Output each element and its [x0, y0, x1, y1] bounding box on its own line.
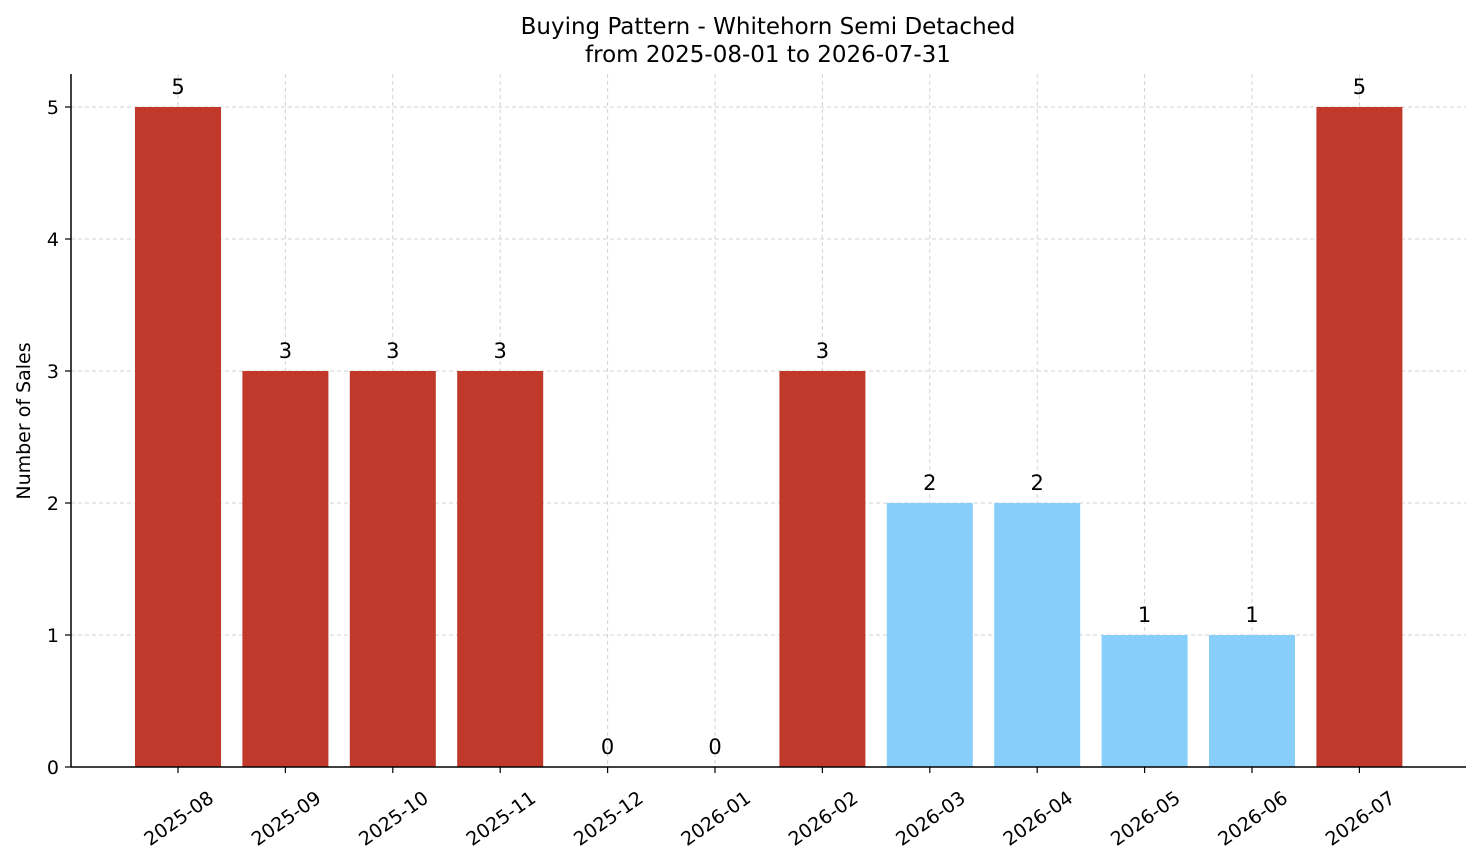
data-label-2025-11: 3 [494, 339, 507, 363]
data-labels: 5 3 3 3 0 0 3 2 2 1 1 5 [171, 75, 1366, 759]
data-label-2026-05: 1 [1138, 603, 1151, 627]
y-axis-label: Number of Sales [13, 342, 35, 499]
bar-2026-04 [994, 503, 1081, 767]
data-label-2025-09: 3 [279, 339, 292, 363]
chart-title: Buying Pattern - Whitehorn Semi Detached [521, 14, 1016, 40]
x-tick-label-2025-10: 2025-10 [355, 787, 433, 851]
x-tick-label-2026-02: 2026-02 [785, 787, 863, 851]
data-label-2026-02: 3 [816, 339, 829, 363]
x-tick-label-2026-05: 2026-05 [1107, 787, 1185, 851]
data-label-2026-01: 0 [708, 735, 721, 759]
y-tick-label: 2 [47, 493, 59, 515]
data-label-2025-10: 3 [386, 339, 399, 363]
bar-2025-08 [135, 107, 221, 767]
bar-2026-02 [779, 371, 866, 767]
data-label-2026-04: 2 [1031, 471, 1044, 495]
x-tick-label-2026-03: 2026-03 [892, 787, 970, 851]
y-tick-label: 5 [47, 97, 59, 119]
data-label-2026-06: 1 [1245, 603, 1258, 627]
x-tick-label-2025-08: 2025-08 [140, 787, 218, 851]
chart-subtitle: from 2025-08-01 to 2026-07-31 [585, 42, 951, 68]
y-tick-label: 0 [47, 757, 59, 779]
x-tick-label-2025-11: 2025-11 [462, 787, 540, 851]
x-tick-label-2026-06: 2026-06 [1214, 787, 1292, 851]
data-label-2025-12: 0 [601, 735, 614, 759]
x-tick-label-2026-01: 2026-01 [677, 787, 755, 851]
bar-2025-10 [349, 371, 436, 767]
y-tick-label: 1 [47, 625, 59, 647]
x-tick-label-2026-07: 2026-07 [1322, 787, 1400, 851]
data-label-2025-08: 5 [171, 75, 184, 99]
y-tick-label: 3 [47, 361, 59, 383]
data-label-2026-07: 5 [1353, 75, 1366, 99]
bar-2026-06 [1209, 635, 1295, 767]
x-tick-label-2025-09: 2025-09 [248, 787, 326, 851]
bar-2026-05 [1101, 635, 1188, 767]
bar-2026-03 [886, 503, 973, 767]
data-label-2026-03: 2 [923, 471, 936, 495]
bar-2025-11 [457, 371, 544, 767]
x-tick-label-2026-04: 2026-04 [999, 787, 1077, 851]
x-tick-label-2025-12: 2025-12 [570, 787, 648, 851]
y-tick-label: 4 [47, 229, 59, 251]
bars [135, 107, 1403, 767]
bar-2025-09 [242, 371, 329, 767]
bar-2026-07 [1316, 107, 1403, 767]
